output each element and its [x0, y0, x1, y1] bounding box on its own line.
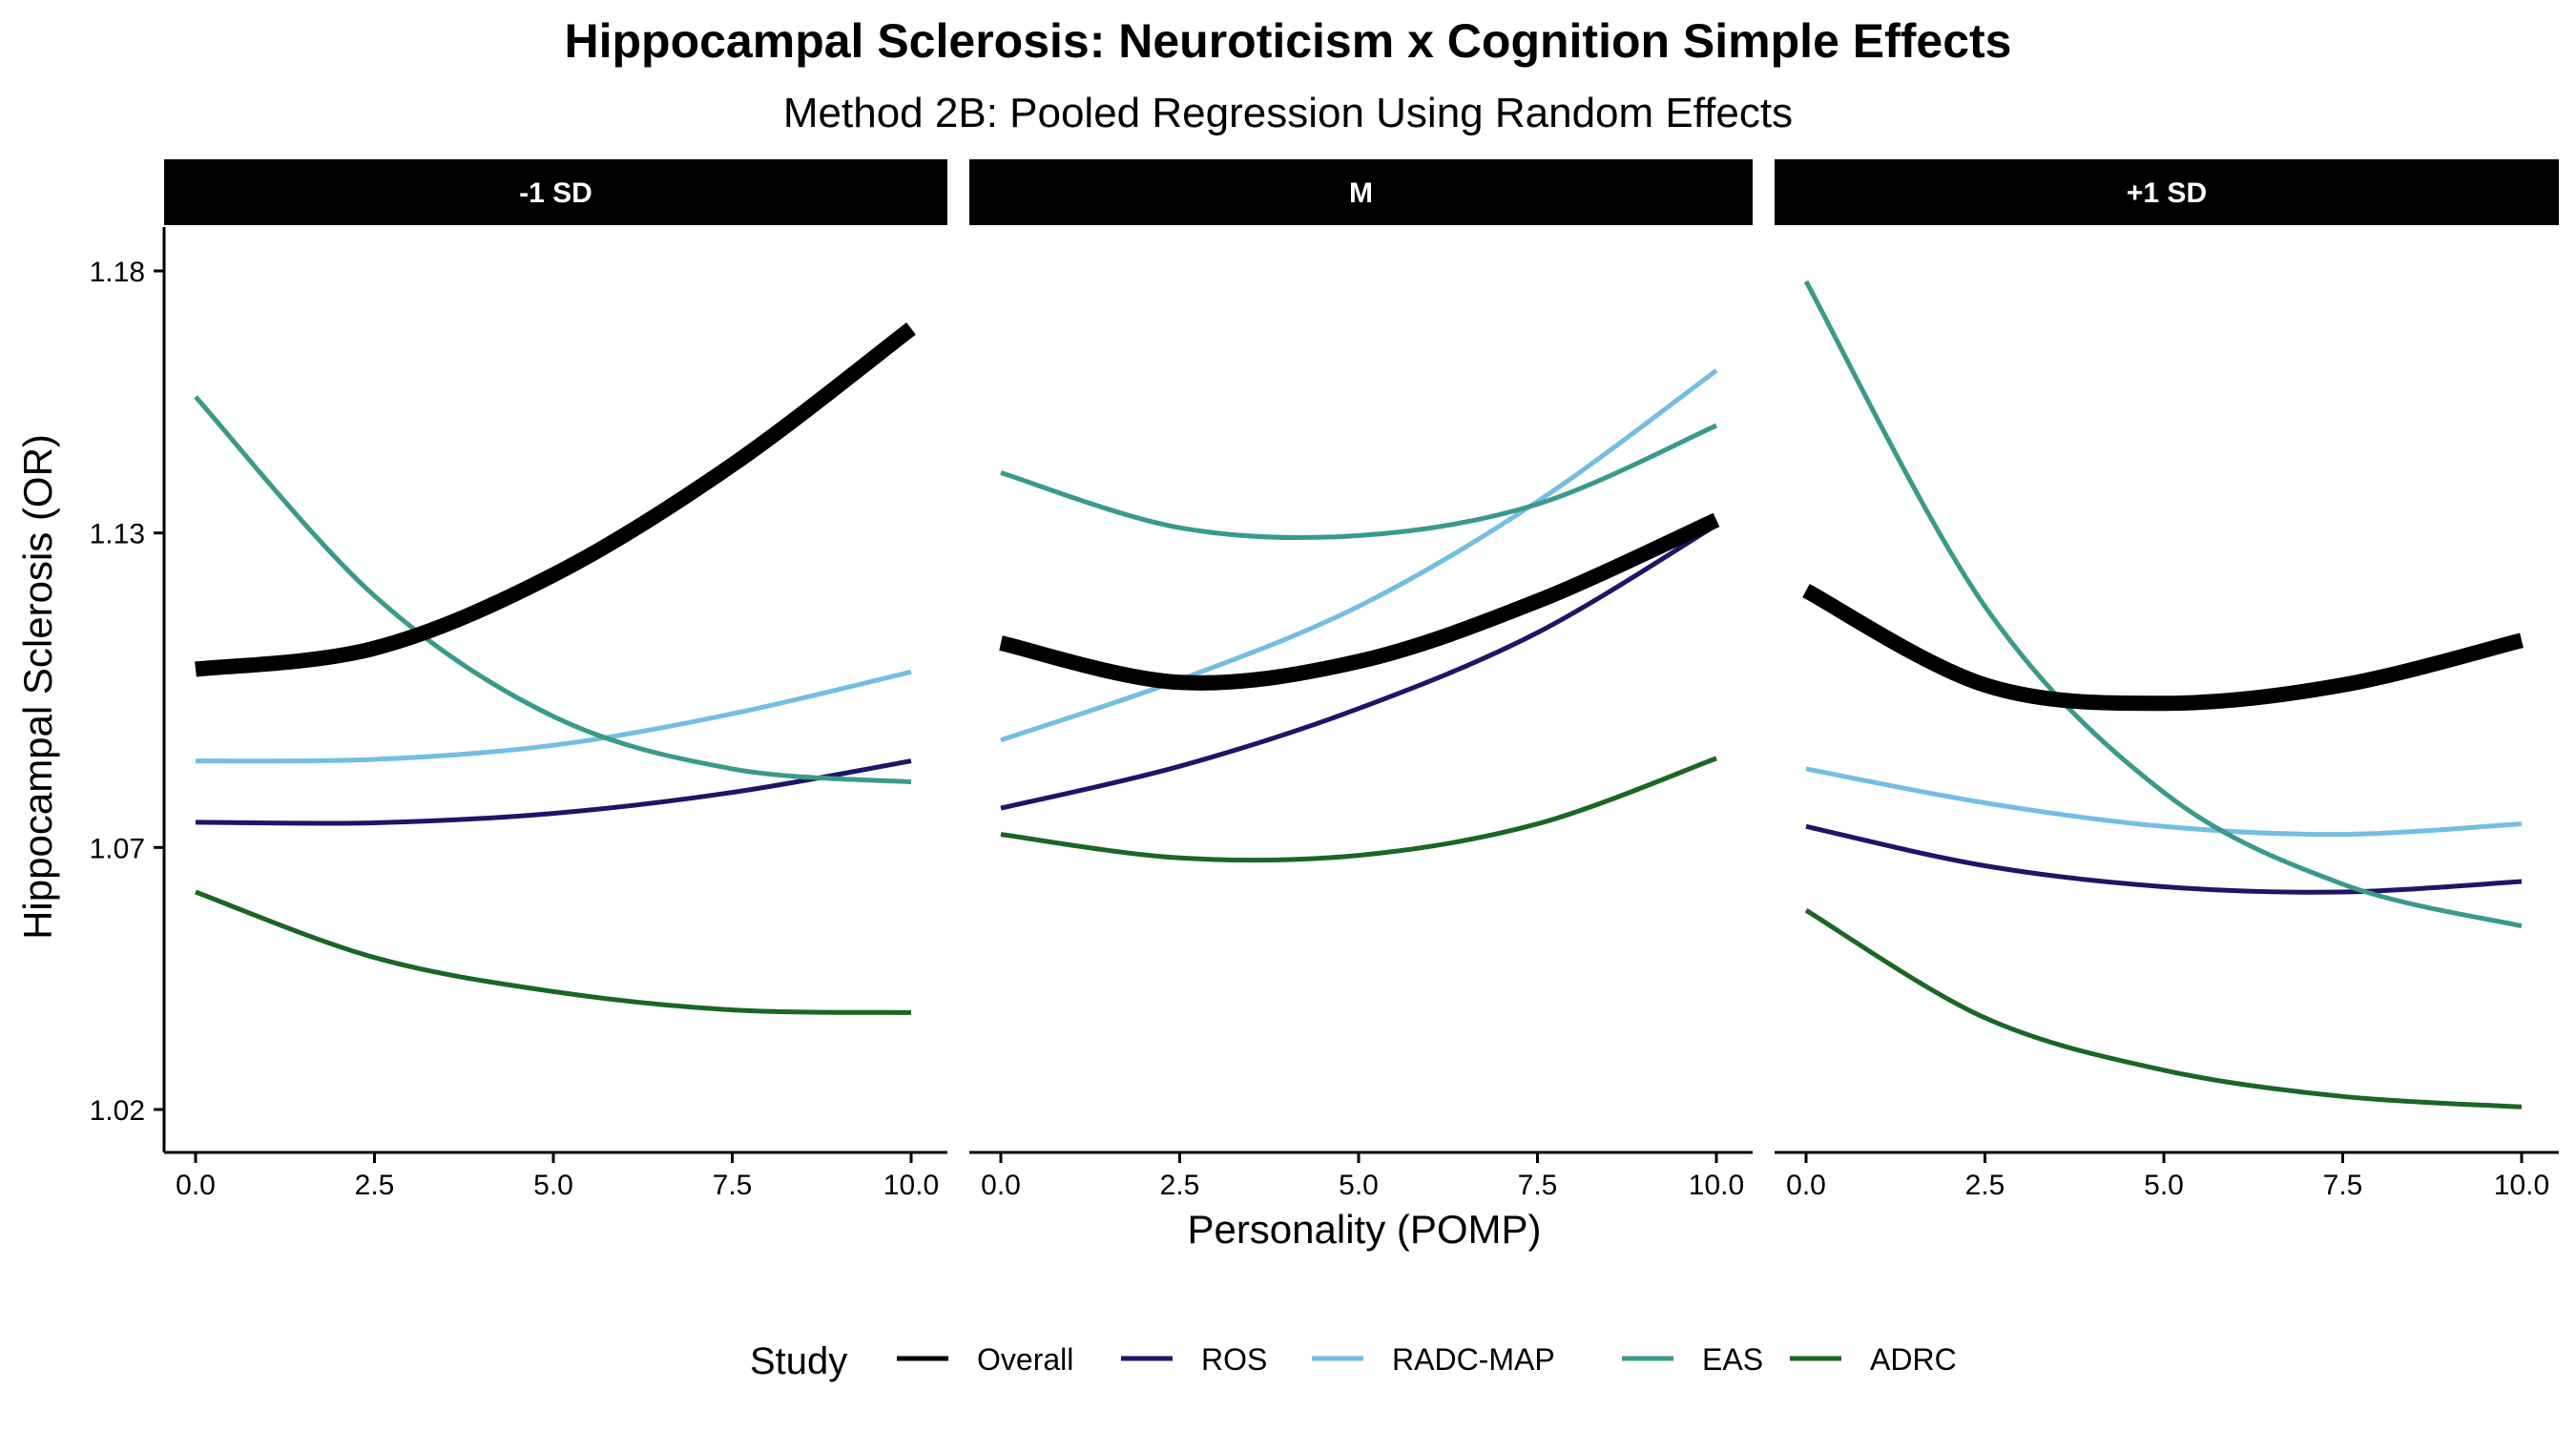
x-tick-label: 10.0: [2494, 1170, 2549, 1201]
legend-item-overall: Overall: [897, 1342, 1073, 1377]
x-tick-label: 2.5: [1160, 1170, 1200, 1201]
y-tick-label: 1.02: [90, 1095, 145, 1127]
series-line-eas: [194, 395, 912, 785]
series-line-radc-map: [1000, 368, 1718, 743]
facet-strip: [969, 159, 1753, 225]
legend-label: ROS: [1201, 1342, 1267, 1377]
x-tick-label: 7.5: [713, 1170, 753, 1201]
facet-label: -1 SD: [519, 177, 592, 209]
series-line-ros: [195, 758, 912, 826]
facet-panels: -1 SD 1.02 1.07 1.13 1.18 0.0 2.5 5.0 7.5 10.0 M 0.…: [90, 159, 2559, 1201]
series-line-adrc: [1000, 756, 1717, 863]
y-tick-label: 1.18: [90, 257, 145, 288]
chart-subtitle: Method 2B: Pooled Regression Using Rando…: [783, 90, 1793, 136]
series-line-overall: [195, 322, 916, 677]
panel-m: M 0.0 2.5 5.0 7.5 10.0: [969, 159, 1753, 1201]
x-tick-label: 2.5: [1965, 1170, 2005, 1201]
facet-label: +1 SD: [2127, 177, 2207, 209]
panel-1-sd: -1 SD 1.02 1.07 1.13 1.18 0.0 2.5 5.0 7.5 10.0: [90, 159, 947, 1201]
x-tick-label: 5.0: [2144, 1170, 2184, 1201]
legend: Study Overall ROS RADC-MAP EAS ADRC: [750, 1340, 1957, 1382]
legend-item-adrc: ADRC: [1790, 1342, 1957, 1377]
x-tick-label: 7.5: [1518, 1170, 1558, 1201]
facet-label: M: [1349, 177, 1373, 209]
legend-label: ADRC: [1870, 1342, 1957, 1377]
chart-title: Hippocampal Sclerosis: Neuroticism x Cog…: [565, 14, 2012, 68]
x-axis-title: Personality (POMP): [1187, 1207, 1541, 1252]
x-tick-label: 10.0: [883, 1170, 939, 1201]
x-tick-label: 0.0: [981, 1170, 1021, 1201]
series-line-adrc: [195, 889, 912, 1015]
x-tick-label: 10.0: [1689, 1170, 1744, 1201]
series-line-overall: [1802, 584, 2524, 712]
series-line-adrc: [1804, 908, 2523, 1110]
series-line-radc-map: [1805, 766, 2523, 838]
legend-item-radc-map: RADC-MAP: [1312, 1342, 1555, 1377]
series-line-overall: [999, 512, 1720, 691]
x-tick-label: 5.0: [1339, 1170, 1379, 1201]
legend-label: RADC-MAP: [1392, 1342, 1555, 1377]
series-line-eas: [1000, 423, 1718, 541]
legend-title: Study: [750, 1340, 847, 1382]
legend-label: EAS: [1702, 1342, 1763, 1377]
y-axis-title: Hippocampal Sclerosis (OR): [15, 434, 60, 940]
series-line-eas: [1803, 280, 2523, 929]
facet-strip: [1775, 159, 2559, 225]
y-tick-label: 1.13: [90, 519, 145, 550]
y-tick-label: 1.07: [90, 833, 145, 864]
series-line-ros: [1000, 523, 1718, 811]
x-tick-label: 0.0: [1786, 1170, 1826, 1201]
x-tick-label: 7.5: [2323, 1170, 2363, 1201]
x-tick-label: 0.0: [176, 1170, 216, 1201]
series-line-radc-map: [195, 669, 912, 764]
legend-item-ros: ROS: [1121, 1342, 1267, 1377]
facet-strip: [164, 159, 947, 225]
x-tick-label: 5.0: [533, 1170, 573, 1201]
series-line-ros: [1805, 823, 2523, 895]
panel-1-sd: +1 SD 0.0 2.5 5.0 7.5 10.0: [1775, 159, 2559, 1201]
legend-label: Overall: [977, 1342, 1073, 1377]
x-tick-label: 2.5: [355, 1170, 395, 1201]
legend-item-eas: EAS: [1622, 1342, 1763, 1377]
